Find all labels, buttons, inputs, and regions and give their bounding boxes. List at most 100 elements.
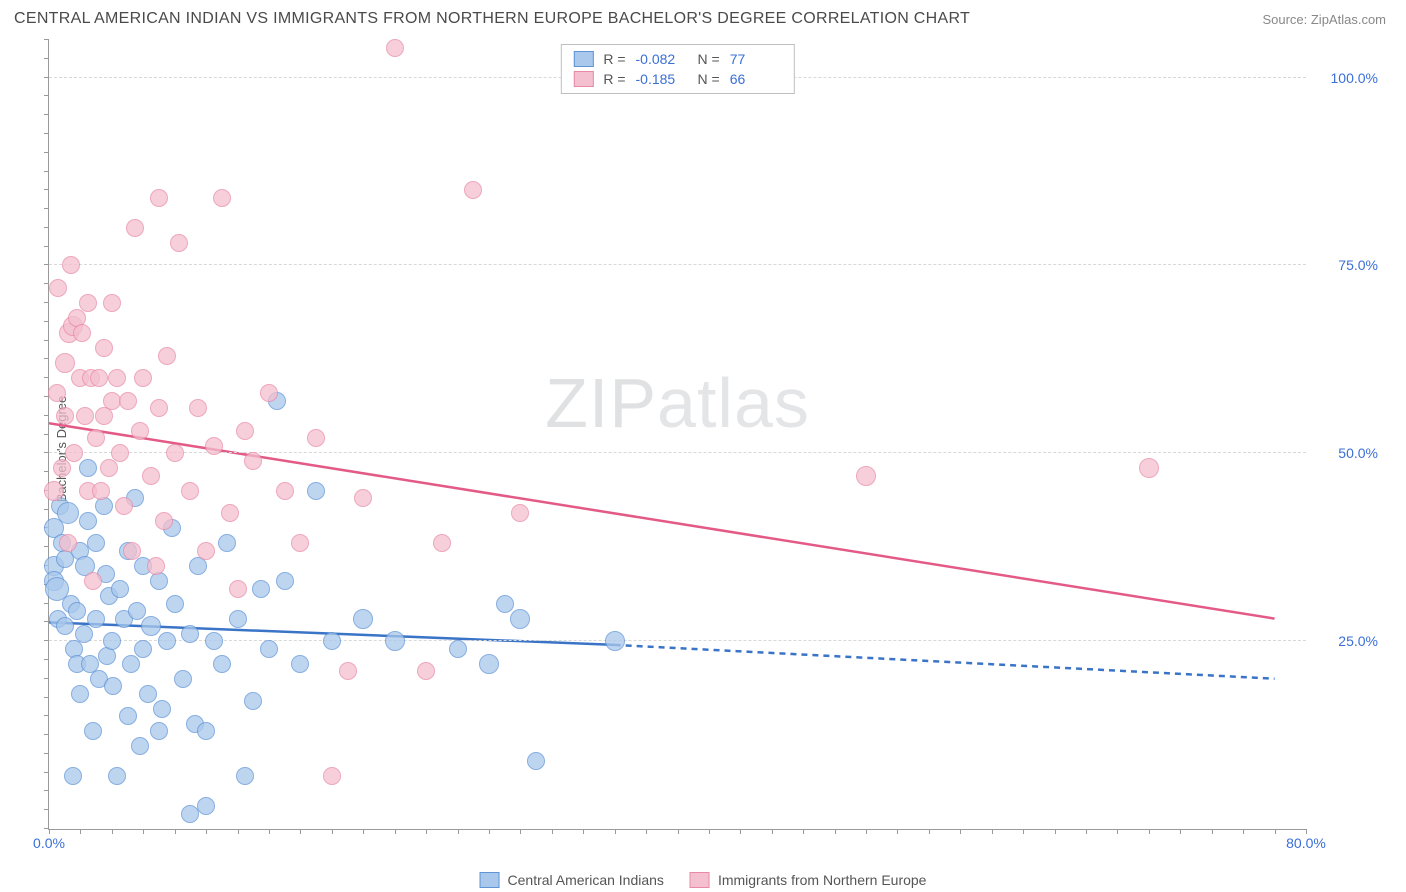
x-tick — [426, 829, 427, 834]
data-point — [244, 692, 262, 710]
x-tick — [238, 829, 239, 834]
y-tick — [44, 753, 49, 754]
n-label: N = — [698, 71, 720, 87]
n-value-series-1: 77 — [730, 51, 782, 67]
y-tick — [44, 678, 49, 679]
data-point — [189, 399, 207, 417]
y-tick — [44, 340, 49, 341]
legend-swatch-icon — [480, 872, 500, 888]
x-tick — [489, 829, 490, 834]
x-tick — [615, 829, 616, 834]
data-point — [449, 640, 467, 658]
data-point — [64, 767, 82, 785]
data-point — [276, 572, 294, 590]
y-tick — [44, 659, 49, 660]
n-label: N = — [698, 51, 720, 67]
data-point — [205, 437, 223, 455]
data-point — [57, 502, 79, 524]
chart-title: CENTRAL AMERICAN INDIAN VS IMMIGRANTS FR… — [14, 10, 970, 28]
correlation-legend: R = -0.082 N = 77 R = -0.185 N = 66 — [560, 44, 794, 94]
y-tick — [44, 246, 49, 247]
x-tick — [740, 829, 741, 834]
data-point — [79, 294, 97, 312]
data-point — [87, 610, 105, 628]
x-tick — [1023, 829, 1024, 834]
x-tick — [1306, 829, 1307, 834]
data-point — [79, 459, 97, 477]
y-tick — [44, 171, 49, 172]
data-point — [197, 797, 215, 815]
data-point — [68, 602, 86, 620]
data-point — [166, 444, 184, 462]
y-tick — [44, 415, 49, 416]
x-tick — [363, 829, 364, 834]
data-point — [111, 580, 129, 598]
data-point — [291, 534, 309, 552]
data-point — [103, 632, 121, 650]
data-point — [126, 219, 144, 237]
y-tick — [44, 321, 49, 322]
data-point — [605, 631, 625, 651]
watermark-bold: ZIP — [545, 364, 657, 442]
data-point — [197, 542, 215, 560]
data-point — [433, 534, 451, 552]
data-point — [236, 767, 254, 785]
chart-area: Bachelor's Degree ZIPatlas R = -0.082 N … — [14, 40, 1386, 858]
x-tick — [1243, 829, 1244, 834]
r-label: R = — [603, 71, 625, 87]
y-tick — [44, 697, 49, 698]
data-point — [197, 722, 215, 740]
data-point — [353, 609, 373, 629]
y-tick — [44, 546, 49, 547]
data-point — [354, 489, 372, 507]
y-tick-label: 25.0% — [1338, 633, 1378, 649]
y-tick-label: 75.0% — [1338, 257, 1378, 273]
data-point — [90, 369, 108, 387]
data-point — [128, 602, 146, 620]
data-point — [417, 662, 435, 680]
x-tick — [646, 829, 647, 834]
data-point — [170, 234, 188, 252]
y-tick — [44, 603, 49, 604]
x-tick — [332, 829, 333, 834]
data-point — [139, 685, 157, 703]
x-tick — [206, 829, 207, 834]
data-point — [158, 632, 176, 650]
r-label: R = — [603, 51, 625, 67]
data-point — [276, 482, 294, 500]
y-tick — [44, 95, 49, 96]
data-point — [56, 407, 74, 425]
y-tick — [44, 133, 49, 134]
x-tick — [803, 829, 804, 834]
gridline — [49, 264, 1306, 265]
data-point — [104, 677, 122, 695]
legend-swatch-icon — [690, 872, 710, 888]
data-point — [496, 595, 514, 613]
legend-item-series-1: Central American Indians — [480, 872, 664, 888]
data-point — [153, 700, 171, 718]
gridline — [49, 452, 1306, 453]
data-point — [479, 654, 499, 674]
data-point — [150, 722, 168, 740]
data-point — [147, 557, 165, 575]
x-tick — [1149, 829, 1150, 834]
legend-label-series-2: Immigrants from Northern Europe — [718, 872, 927, 888]
legend-swatch-series-2 — [573, 71, 593, 87]
y-tick — [44, 640, 49, 641]
y-tick — [44, 509, 49, 510]
y-tick — [44, 152, 49, 153]
x-tick — [835, 829, 836, 834]
data-point — [119, 392, 137, 410]
chart-source: Source: ZipAtlas.com — [1262, 12, 1386, 27]
data-point — [213, 655, 231, 673]
data-point — [84, 572, 102, 590]
data-point — [205, 632, 223, 650]
y-tick — [44, 39, 49, 40]
y-tick — [44, 114, 49, 115]
y-tick — [44, 715, 49, 716]
y-tick — [44, 58, 49, 59]
data-point — [53, 459, 71, 477]
y-tick-label: 100.0% — [1331, 70, 1378, 86]
data-point — [111, 444, 129, 462]
data-point — [510, 609, 530, 629]
